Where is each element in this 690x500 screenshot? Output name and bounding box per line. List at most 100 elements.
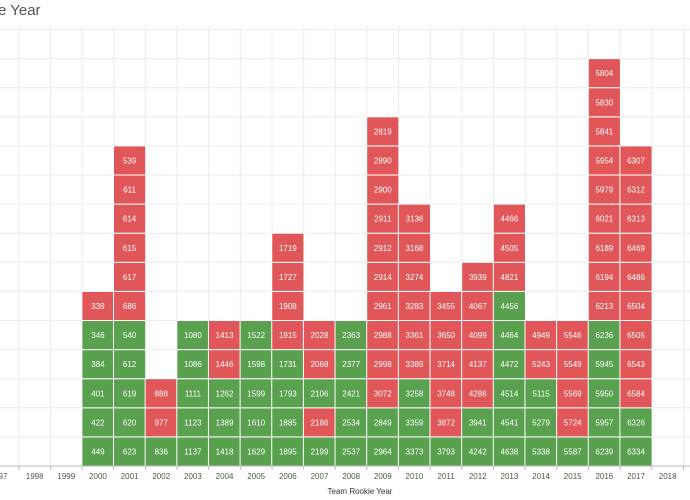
cell-label: 623 [123,447,137,456]
heatmap-cell: 3274 [397,261,432,292]
cell-label: 1123 [184,418,202,427]
heatmap-cell: 2998 [366,349,400,380]
cell-label: 6239 [595,447,613,456]
cell-label: 3793 [437,447,455,456]
cell-rect [461,290,495,321]
heatmap-cell: 6504 [619,290,653,321]
cell-label: 1522 [247,331,265,340]
cell-label: 4949 [532,331,550,340]
x-tick-label: 2000 [89,472,107,481]
x-tick-label: 2007 [311,472,329,481]
cell-label: 339 [91,302,105,311]
heatmap-cell: 1598 [239,349,273,380]
heatmap-cell: 2914 [366,261,400,292]
heatmap-cell: 5115 [524,378,558,409]
cell-rect [334,320,368,351]
cell-label: 4286 [469,389,487,398]
cell-label: 6486 [627,273,645,282]
cell-rect [271,320,305,351]
cell-label: 6313 [627,215,645,224]
cell-label: 2363 [342,331,360,340]
cell-rect [81,378,115,409]
cell-label: 6236 [595,331,613,340]
cell-rect [587,349,621,380]
heatmap-cell: 384 [81,349,115,380]
cell-rect [587,174,621,205]
cell-label: 3373 [406,447,424,456]
cell-label: 6213 [595,302,613,311]
x-tick-label: 2008 [342,472,360,481]
heatmap-cell: 3359 [397,407,432,438]
cell-label: 3941 [469,418,487,427]
cell-label: 686 [123,302,137,311]
x-tick-label: 2013 [501,472,519,481]
heatmap-cell: 4638 [492,436,526,467]
cell-label: 4472 [501,360,519,369]
cell-rect [302,436,337,467]
heatmap-cell: 1610 [239,407,273,438]
heatmap-cell: 3650 [429,320,463,351]
heatmap-cell: 6307 [619,145,653,176]
cell-label: 4137 [469,360,487,369]
heatmap-cell: 4466 [492,203,526,234]
cell-label: 5841 [595,127,613,136]
cell-label: 1137 [184,447,202,456]
cell-rect [271,261,305,292]
heatmap-cell: 3136 [397,203,432,234]
cell-label: 6307 [627,156,645,165]
heatmap-cell: 620 [113,407,147,438]
heatmap-cell: 5841 [587,116,621,147]
cell-label: 4514 [501,389,519,398]
heatmap-cell: 6213 [587,290,621,321]
heatmap-cell: 3939 [461,261,495,292]
x-tick-label: 2004 [216,472,234,481]
heatmap-cell: 3373 [397,436,432,467]
x-tick-label: 2006 [279,472,297,481]
heatmap-cell: 612 [113,349,147,380]
heatmap-cell: 1418 [207,436,242,467]
cell-label: 1262 [216,389,234,398]
heatmap-cell: 1793 [271,378,305,409]
cell-label: 620 [123,418,137,427]
heatmap-cell: 3072 [366,378,400,409]
chart-title: e Year [0,2,41,19]
cell-label: 3359 [406,418,424,427]
cell-label: 3072 [374,389,392,398]
cell-rect [461,261,495,292]
heatmap-cell: 1080 [176,320,210,351]
cell-label: 5945 [595,360,613,369]
heatmap-cell: 615 [113,232,147,263]
cell-rect [302,320,337,351]
heatmap-cell: 5804 [587,58,621,89]
cell-label: 1727 [279,273,297,282]
cell-label: 4466 [501,215,519,224]
heatmap-cell: 5587 [556,436,590,467]
cell-label: 1598 [247,360,265,369]
heatmap-cell: 1413 [207,320,242,351]
cell-label: 1080 [184,331,202,340]
cell-rect [619,145,653,176]
cell-label: 5243 [532,360,550,369]
x-axis-label: Team Rookie Year [327,487,393,496]
cell-rect [176,407,210,438]
cell-label: 1389 [216,418,234,427]
cell-label: 2961 [374,302,392,311]
heatmap-cell: 1389 [207,407,242,438]
cell-rect [271,290,305,321]
cell-label: 6504 [627,302,645,311]
cell-label: 4541 [501,418,519,427]
x-tick-label: 2009 [374,472,392,481]
cell-label: 5115 [532,389,550,398]
cell-label: 5954 [595,156,613,165]
cell-rect [366,203,400,234]
cell-label: 5804 [595,69,613,78]
cell-rect [271,407,305,438]
cell-label: 2988 [374,331,392,340]
x-tick-label: 2015 [564,472,582,481]
cell-label: 2377 [342,360,360,369]
heatmap-cell: 3714 [429,349,463,380]
cell-label: 4099 [469,331,487,340]
heatmap-cell: 6543 [619,349,653,380]
cell-label: 2068 [311,360,329,369]
cell-label: 5587 [564,447,582,456]
